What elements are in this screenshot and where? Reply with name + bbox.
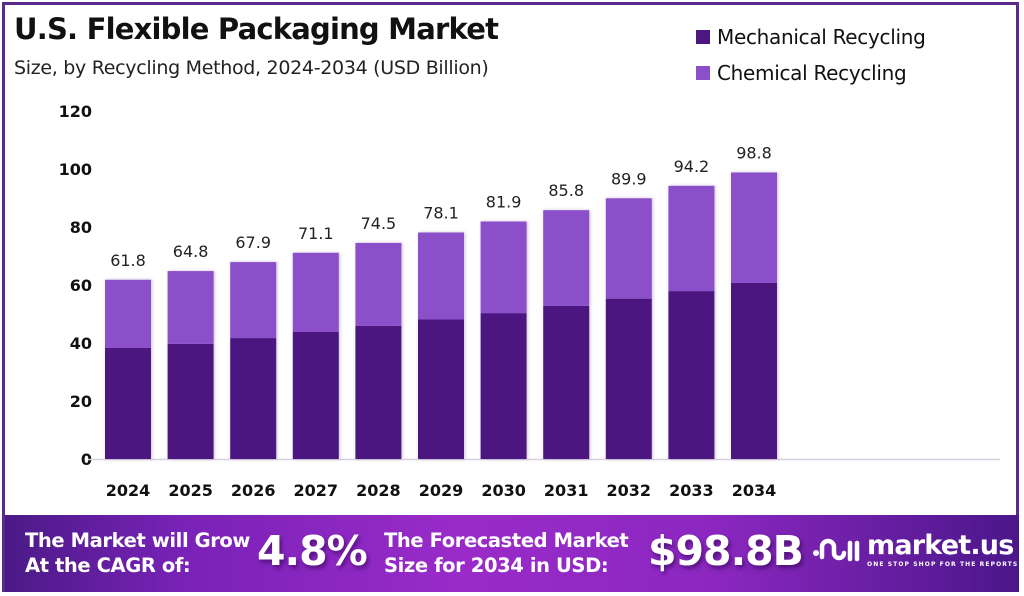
y-tick-label: 20 [70, 392, 92, 411]
bar-group-2030 [480, 221, 527, 459]
y-tick-label: 60 [70, 276, 92, 295]
bar-group-2031 [543, 210, 590, 459]
y-tick-label: 40 [70, 334, 92, 353]
bar-segment-chemical [418, 232, 464, 320]
bar-segment-chemical [605, 198, 652, 299]
bar-group-2025 [167, 271, 214, 459]
bar-segment-chemical [230, 262, 277, 339]
y-tick-label: 100 [59, 160, 92, 179]
legend-label-chemical: Chemical Recycling [717, 61, 907, 85]
x-tick-label: 2034 [732, 481, 777, 500]
bar-group-2027 [292, 252, 339, 459]
x-tick-label: 2030 [481, 481, 526, 500]
x-tick-label: 2032 [607, 481, 652, 500]
forecast-text: The Forecasted Market Size for 2034 in U… [384, 528, 629, 578]
bar-group-2032 [605, 198, 652, 459]
bar-segment-chemical [543, 210, 590, 306]
bar-segment-chemical [668, 185, 715, 292]
cagr-text-line1: The Market will Grow [25, 529, 251, 552]
bar-group-2028 [355, 242, 402, 459]
bar-segment-mechanical [230, 338, 277, 459]
bar-segment-chemical [167, 271, 214, 344]
bar-total-label: 98.8 [736, 143, 772, 162]
bar-segment-chemical [105, 279, 151, 348]
forecast-text-line1: The Forecasted Market [384, 529, 629, 552]
bar-segment-mechanical [480, 313, 527, 459]
x-tick-label: 2027 [294, 481, 339, 500]
chart-subtitle: Size, by Recycling Method, 2024-2034 (US… [14, 57, 489, 79]
bar-segment-chemical [355, 242, 402, 326]
bar-group-2033 [668, 185, 715, 459]
bar-segment-mechanical [105, 347, 151, 459]
y-tick-label: 120 [59, 102, 92, 121]
bar-total-label: 89.9 [611, 169, 647, 188]
x-tick-label: 2028 [356, 481, 401, 500]
x-tick-label: 2029 [419, 481, 464, 500]
chart-title: U.S. Flexible Packaging Market [14, 12, 499, 46]
bar-total-label: 78.1 [423, 204, 459, 223]
bar-segment-mechanical [418, 319, 464, 459]
bar-group-2024 [105, 279, 151, 459]
bar-segment-mechanical [355, 325, 402, 459]
x-tick-label: 2026 [231, 481, 276, 500]
cagr-text: The Market will Grow At the CAGR of: [25, 528, 250, 578]
logo-name: market.us [867, 530, 1014, 561]
x-tick-label: 2033 [669, 481, 714, 500]
y-tick-label: 0 [81, 450, 92, 469]
bar-group-2029 [418, 232, 464, 459]
bar-segment-mechanical [292, 331, 339, 459]
legend-swatch-chemical [696, 66, 710, 80]
legend-swatch-mechanical [696, 30, 710, 44]
bar-segment-mechanical [731, 282, 777, 459]
bar-segment-mechanical [605, 298, 652, 459]
bar-total-label: 67.9 [235, 233, 271, 252]
legend-item-mechanical: Mechanical Recycling [696, 19, 926, 55]
bar-segment-mechanical [668, 291, 715, 459]
bar-total-label: 94.2 [674, 157, 710, 176]
bar-segment-mechanical [543, 305, 590, 459]
bar-segment-chemical [480, 221, 527, 314]
forecast-value: $98.8B [648, 527, 804, 575]
legend-label-mechanical: Mechanical Recycling [717, 25, 926, 49]
logo-tagline: ONE STOP SHOP FOR THE REPORTS [867, 561, 1019, 568]
bar-total-label: 81.9 [486, 192, 522, 211]
bar-group-2026 [230, 262, 277, 459]
x-axis: 2024 2025 2026 2027 2028 2029 2030 2031 2032 2033… [106, 481, 777, 500]
market-us-logo: market.us ONE STOP SHOP FOR THE REPORTS [811, 532, 1018, 568]
bar-segment-chemical [292, 252, 339, 332]
bar-segment-mechanical [167, 343, 214, 459]
bar-total-label: 61.8 [110, 251, 146, 270]
y-axis: 0 20 40 60 80 100 120 [59, 102, 92, 469]
bar-total-label: 64.8 [173, 242, 209, 261]
bar-group-2034 [731, 172, 777, 459]
bar-total-label: 71.1 [298, 224, 334, 243]
bar-segment-chemical [731, 172, 777, 283]
cagr-value: 4.8% [257, 527, 368, 575]
summary-banner: The Market will Grow At the CAGR of: 4.8… [5, 515, 1019, 592]
bar-total-label: 74.5 [361, 214, 397, 233]
y-tick-label: 80 [70, 218, 92, 237]
market-us-logo-icon [813, 538, 860, 562]
cagr-text-line2: At the CAGR of: [25, 554, 191, 577]
x-tick-label: 2025 [168, 481, 213, 500]
x-tick-label: 2031 [544, 481, 589, 500]
x-tick-label: 2024 [106, 481, 151, 500]
legend: Mechanical Recycling Chemical Recycling [696, 19, 926, 91]
legend-item-chemical: Chemical Recycling [696, 55, 926, 91]
bar-total-label: 85.8 [548, 181, 584, 200]
stacked-bar-chart: 0 20 40 60 80 100 120 61.8 64.8 67.9 71.1 74.5 78.1… [59, 102, 1000, 500]
bars: 61.8 64.8 67.9 71.1 74.5 78.1 81.9 85.8 89.9 94.2… [105, 143, 777, 459]
forecast-text-line2: Size for 2034 in USD: [384, 554, 609, 577]
